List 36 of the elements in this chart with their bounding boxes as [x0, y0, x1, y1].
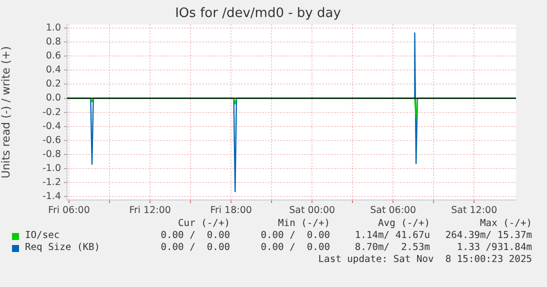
legend-label: IO/sec	[25, 230, 60, 242]
text: Last update: Sat Nov 8 15:00:23 2025	[317, 254, 532, 266]
text: 1.33 /931.84m	[456, 242, 532, 254]
text: 1.14m/ 41.67u	[354, 230, 430, 242]
y-tick-label: -0.2	[42, 106, 61, 118]
text: 0.00 / 0.00	[260, 230, 330, 242]
text: 264.39m/ 15.37m	[444, 230, 532, 242]
chart-title: IOs for /dev/md0 - by day	[175, 6, 342, 22]
x-tick-label: Sat 12:00	[451, 205, 498, 216]
x-tick-label: Fri 18:00	[210, 205, 252, 216]
text: Avg (-/+)	[377, 218, 430, 230]
y-tick-label: -0.4	[42, 120, 61, 132]
x-tick-label: Sat 00:00	[289, 205, 336, 216]
text: Max (-/+)	[479, 218, 532, 230]
y-tick-label: 0.6	[46, 50, 61, 62]
text: 0.00 / 0.00	[160, 230, 230, 242]
y-tick-label: 0.4	[46, 64, 61, 76]
y-tick-label: 0.2	[46, 78, 61, 90]
y-tick-label: -0.6	[42, 134, 61, 146]
x-tick-label: Sat 06:00	[370, 205, 416, 216]
text: Cur (-/+)	[177, 218, 230, 230]
text: 0.00 / 0.00	[260, 242, 330, 254]
y-tick-label: -1.0	[42, 162, 61, 174]
y-tick-label: 1.0	[46, 22, 61, 34]
y-tick-label: 0.8	[46, 36, 61, 48]
legend-label: Req Size (KB)	[25, 242, 100, 254]
text: 8.70m/ 2.53m	[354, 242, 430, 254]
y-axis-title: Units read (-) / write (+)	[0, 46, 12, 178]
text: Min (-/+)	[277, 218, 330, 230]
text: 0.00 / 0.00	[160, 242, 230, 254]
y-tick-label: -1.4	[42, 190, 61, 202]
x-tick-label: Fri 12:00	[129, 205, 171, 216]
y-tick-label: -0.8	[42, 148, 61, 160]
y-tick-label: -1.2	[42, 176, 61, 188]
x-tick-label: Fri 06:00	[48, 205, 90, 216]
y-tick-label: 0.0	[46, 92, 61, 104]
